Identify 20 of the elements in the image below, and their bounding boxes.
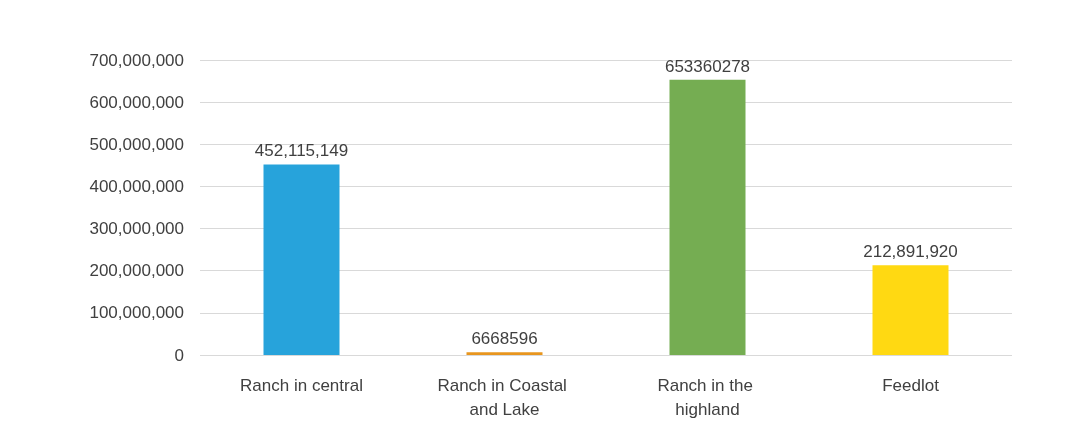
y-tick-label: 0	[174, 345, 184, 365]
y-tick-label: 600,000,000	[89, 92, 184, 112]
x-tick-label: Ranch in central	[240, 375, 363, 395]
y-tick-label: 400,000,000	[89, 176, 184, 196]
x-tick-label: Feedlot	[882, 375, 940, 395]
x-tick-label: Ranch in the highland	[657, 375, 758, 419]
bar	[466, 352, 543, 355]
y-tick-label: 200,000,000	[89, 261, 184, 281]
bar	[872, 265, 949, 355]
y-tick-label: 300,000,000	[89, 219, 184, 239]
bar	[669, 79, 746, 355]
y-tick-label: 100,000,000	[89, 303, 184, 323]
x-tick-label: Ranch in Coastal and Lake	[437, 375, 572, 419]
y-tick-label: 500,000,000	[89, 134, 184, 154]
data-label: 452,115,149	[254, 141, 349, 161]
data-label: 653360278	[664, 56, 751, 76]
bar	[263, 164, 340, 355]
data-label: 6668596	[471, 329, 538, 349]
data-label: 212,891,920	[863, 242, 958, 262]
y-tick-label: 700,000,000	[89, 50, 184, 70]
